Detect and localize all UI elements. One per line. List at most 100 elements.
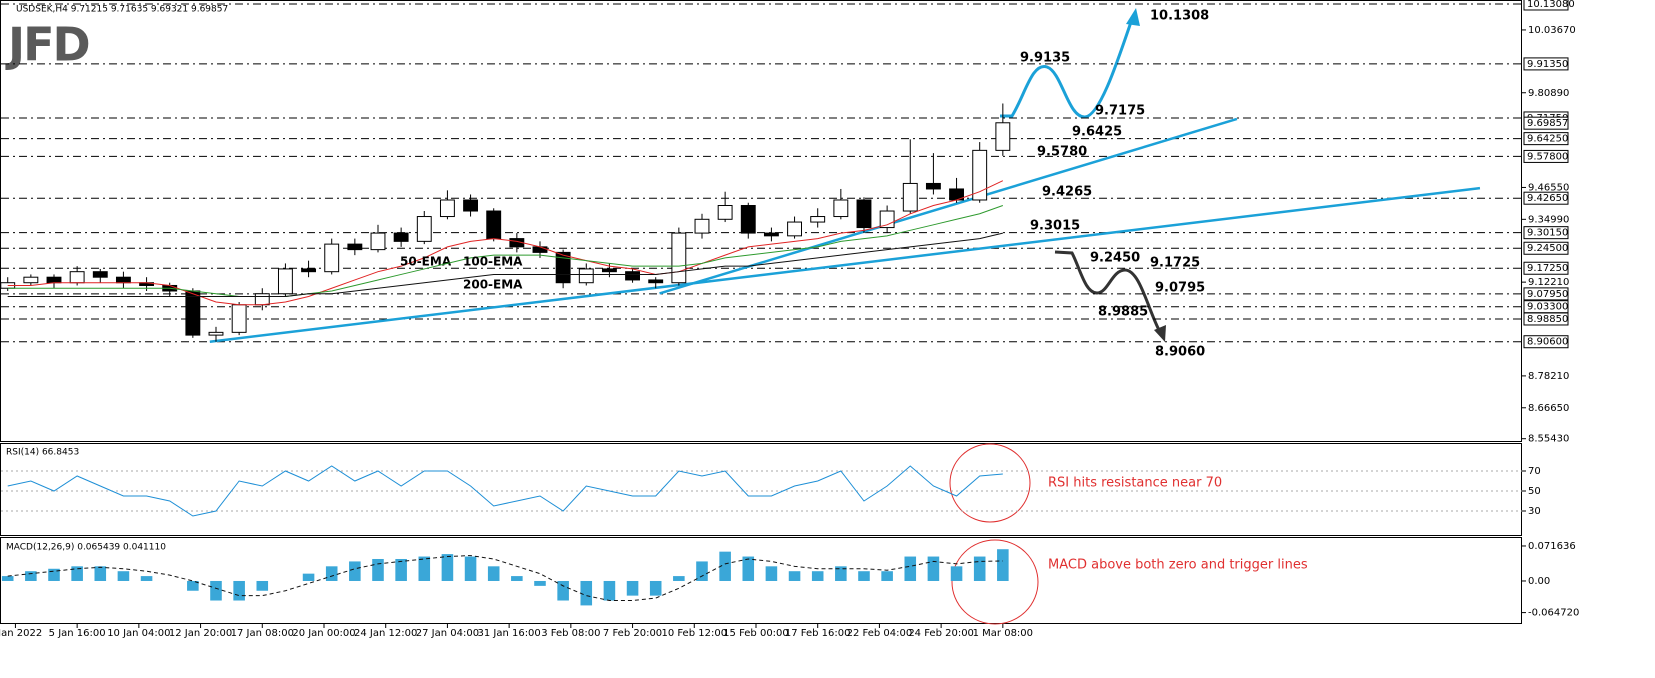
- x-tick-label: 31 Jan 16:00: [477, 628, 540, 639]
- y-tick-label: 50: [1528, 486, 1541, 497]
- main-pane-frame: [0, 0, 1522, 442]
- ema-label: 100-EMA: [463, 255, 523, 269]
- x-tick-label: 12 Jan 20:00: [169, 628, 232, 639]
- level-annotation: 9.2450: [1090, 251, 1140, 266]
- candle-body: [972, 149, 988, 201]
- current-price-label: 9.69857: [1527, 118, 1568, 129]
- x-tick-label: 5 Jan 16:00: [49, 628, 106, 639]
- bearish-arrow-head: [1154, 325, 1166, 342]
- candle-body: [925, 182, 941, 190]
- macd-histogram-bar: [626, 580, 639, 596]
- ema-label: 50-EMA: [400, 255, 452, 269]
- candle-body: [648, 279, 664, 284]
- macd-histogram-bar: [811, 571, 824, 581]
- level-label: 9.03300: [1527, 302, 1568, 313]
- level-label: 9.64250: [1527, 134, 1568, 145]
- macd-histogram-bar: [487, 566, 500, 581]
- level-label-box: [1523, 287, 1569, 301]
- candle-body: [555, 251, 571, 284]
- x-tick-label: 24 Feb 20:00: [908, 628, 974, 639]
- candle-body: [810, 216, 826, 223]
- y-tick-label: 10.03670: [1528, 25, 1576, 36]
- macd-title: MACD(12,26,9) 0.065439 0.041110: [6, 543, 166, 553]
- candle-body: [208, 331, 224, 336]
- level-label-box: [1523, 312, 1569, 326]
- ema-line: [7, 180, 1004, 306]
- macd-histogram-bar: [765, 566, 778, 581]
- macd-histogram-bar: [603, 580, 616, 601]
- y-tick-label: 8.78210: [1528, 371, 1569, 382]
- macd-histogram-bar: [580, 580, 593, 606]
- candle-body: [347, 243, 363, 251]
- candle-body: [833, 199, 849, 218]
- macd-histogram-bar: [302, 573, 315, 581]
- level-annotation: 9.6425: [1072, 125, 1122, 140]
- candle-body: [625, 271, 641, 281]
- level-label-box: [1523, 335, 1569, 349]
- level-label-box: [1523, 132, 1569, 146]
- level-annotation: 9.1725: [1150, 256, 1200, 271]
- level-label: 9.91350: [1527, 59, 1568, 70]
- macd-histogram-bar: [187, 580, 199, 591]
- y-tick-label: 0.071636: [1528, 541, 1576, 552]
- candle-body: [393, 232, 409, 242]
- candle-body: [902, 182, 918, 212]
- macd-histogram-bar: [210, 580, 222, 601]
- level-label: 9.24500: [1527, 243, 1568, 254]
- macd-histogram-bar: [48, 568, 60, 581]
- candle-body: [370, 232, 386, 251]
- macd-histogram-bar: [742, 556, 755, 581]
- macd-histogram-bar: [140, 576, 153, 581]
- level-annotation: 9.4265: [1042, 185, 1092, 200]
- trendline: [209, 186, 1481, 343]
- candle-body: [185, 290, 201, 336]
- y-tick-label: 8.66650: [1528, 403, 1569, 414]
- candle-body: [717, 205, 733, 220]
- y-tick-label: 9.46550: [1528, 182, 1569, 193]
- candle-body: [763, 232, 779, 237]
- level-label-box: [1523, 241, 1569, 255]
- symbol-header: USDSEK,H4 9.71215 9.71635 9.69321 9.6985…: [16, 5, 228, 15]
- candle-body: [532, 246, 548, 253]
- bullish-arrow-head: [1126, 8, 1140, 26]
- x-tick-label: 17 Jan 08:00: [231, 628, 294, 639]
- rsi-highlight-circle: [949, 443, 1031, 523]
- x-tick-label: 3 Jan 2022: [0, 628, 42, 639]
- logo: JFD: [5, 18, 89, 72]
- level-annotation: 8.9885: [1098, 305, 1148, 320]
- level-annotation: 9.5780: [1037, 145, 1087, 160]
- macd-histogram-bar: [372, 558, 384, 581]
- candle-body: [416, 216, 432, 242]
- macd-histogram-bar: [881, 571, 893, 581]
- candle-body: [463, 199, 479, 212]
- macd-histogram-bar: [788, 571, 801, 581]
- macd-histogram-bar: [395, 558, 407, 581]
- level-annotation: 9.7175: [1095, 104, 1145, 119]
- y-tick-label: -0.064720: [1528, 608, 1579, 619]
- macd-histogram-bar: [673, 576, 685, 581]
- candle-body: [277, 268, 293, 295]
- x-tick-label: 22 Feb 04:00: [847, 628, 913, 639]
- macd-histogram-bar: [973, 556, 986, 581]
- x-tick-label: 24 Jan 12:00: [354, 628, 417, 639]
- y-tick-label: 9.34990: [1528, 214, 1569, 225]
- candle-body: [694, 218, 710, 234]
- ema-line: [7, 232, 1003, 298]
- x-tick-label: 27 Jan 04:00: [416, 628, 479, 639]
- level-annotation: 9.9135: [1020, 51, 1070, 66]
- macd-histogram-bar: [511, 576, 523, 581]
- y-tick-label: 0.00: [1528, 576, 1550, 587]
- macd-histogram-bar: [927, 556, 940, 581]
- macd-histogram-bar: [71, 566, 83, 581]
- y-tick-label: 8.55430: [1528, 434, 1569, 445]
- level-label-box: [1523, 226, 1569, 240]
- level-label: 9.30150: [1527, 228, 1568, 239]
- candle-body: [995, 122, 1011, 151]
- y-tick-label: 70: [1528, 466, 1541, 477]
- macd-histogram-bar: [904, 556, 917, 581]
- macd-histogram-bar: [233, 580, 245, 601]
- candle-body: [856, 199, 872, 229]
- x-tick-label: 1 Mar 08:00: [973, 628, 1033, 639]
- macd-histogram-bar: [418, 556, 431, 581]
